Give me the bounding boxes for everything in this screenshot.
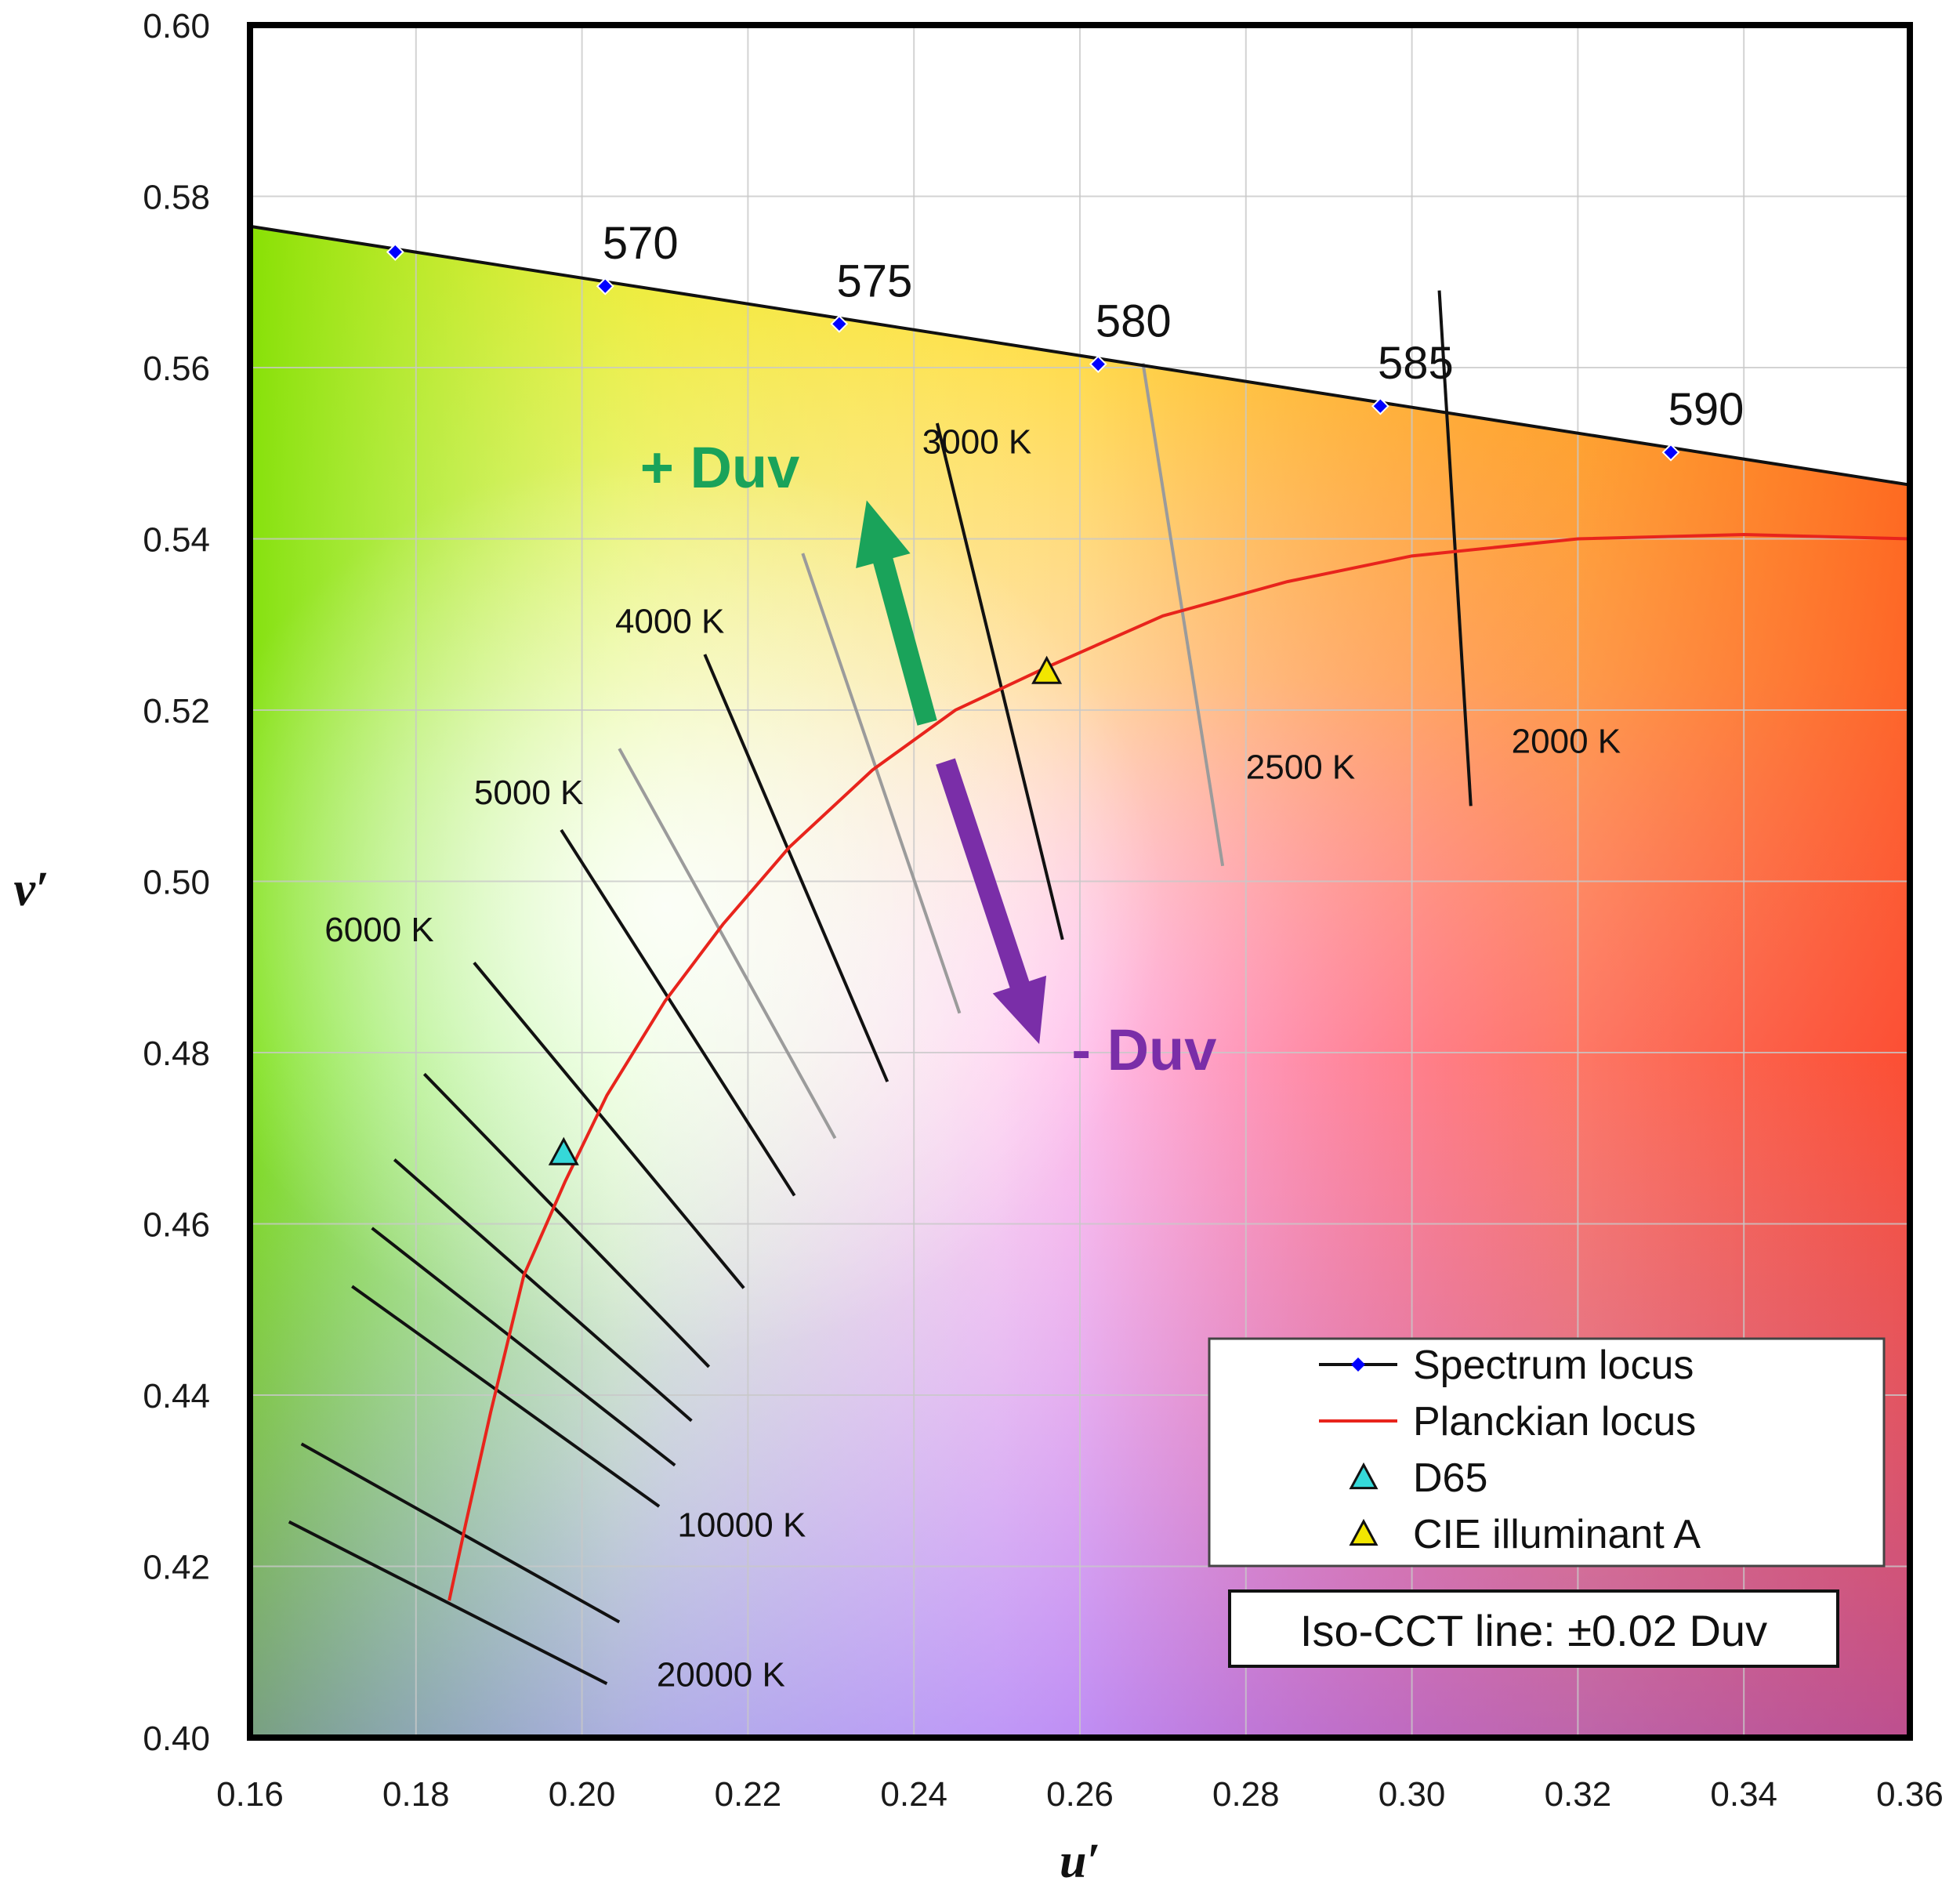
note-box: Iso-CCT line: ±0.02 Duv	[1228, 1589, 1839, 1668]
y-tick-label: 0.42	[143, 1549, 210, 1587]
wavelength-label: 580	[1096, 296, 1172, 347]
spectrum-locus-point	[1661, 443, 1680, 462]
iso-cct-line	[618, 748, 837, 1140]
spectrum-locus-point	[830, 314, 849, 333]
legend-label: CIE illuminant A	[1413, 1512, 1701, 1557]
legend-swatch-dot	[1351, 1357, 1365, 1372]
iso-cct-line	[351, 1285, 661, 1508]
x-tick-label: 0.30	[1379, 1775, 1446, 1814]
tick-labels: 0.16 0.18 0.20 0.22 0.24 0.26 0.28 0.30 0.32 0.34…	[143, 7, 1943, 1814]
x-tick-label: 0.28	[1212, 1775, 1280, 1814]
y-tick-label: 0.56	[143, 350, 210, 388]
y-tick-label: 0.48	[143, 1035, 210, 1073]
wavelength-label: 585	[1378, 338, 1454, 389]
planckian-locus-line	[447, 533, 1911, 1601]
iso-cct-line	[1437, 290, 1473, 806]
legend-label: Planckian locus	[1413, 1399, 1696, 1444]
x-tick-label: 0.18	[382, 1775, 450, 1814]
y-tick-label: 0.58	[143, 179, 210, 217]
illuminant-marker	[1031, 655, 1063, 684]
legend-swatch-triangle	[1349, 1462, 1379, 1490]
y-tick-label: 0.60	[143, 7, 210, 45]
wavelength-label: 570	[603, 218, 679, 269]
x-tick-label: 0.34	[1710, 1775, 1777, 1814]
illuminant-marker	[548, 1136, 579, 1165]
iso-cct-label: 2000 K	[1512, 723, 1621, 761]
y-tick-label: 0.46	[143, 1206, 210, 1245]
iso-cct-label: 10000 K	[677, 1506, 806, 1544]
spectrum-locus-point	[1371, 397, 1389, 415]
plus-duv-arrow	[856, 500, 937, 726]
y-tick-label: 0.54	[143, 521, 210, 560]
legend: Spectrum locus Planckian locus D65 CIE illu…	[1208, 1337, 1886, 1568]
spectrum-locus-point	[1089, 355, 1107, 374]
x-tick-label: 0.20	[549, 1775, 616, 1814]
x-tick-label: 0.36	[1876, 1775, 1944, 1814]
minus-duv-arrow	[936, 758, 1047, 1045]
iso-cct-label: 5000 K	[474, 774, 583, 812]
iso-cct-label: 20000 K	[657, 1655, 785, 1694]
spectrum-locus-point	[386, 243, 404, 261]
illuminant-markers	[548, 655, 1063, 1165]
wavelength-label: 575	[836, 256, 912, 306]
planckian-locus	[447, 533, 1911, 1601]
y-tick-label: 0.44	[143, 1377, 210, 1415]
wavelength-label: 590	[1668, 384, 1744, 435]
note-box-frame	[1228, 1589, 1839, 1668]
plus-duv-label: + Duv	[640, 435, 800, 500]
iso-cct-line	[288, 1520, 608, 1685]
plot-frame	[247, 22, 1913, 1741]
legend-label: D65	[1413, 1455, 1487, 1501]
iso-cct-label: 6000 K	[324, 911, 433, 949]
legend-swatch-triangle	[1349, 1518, 1379, 1546]
spectrum-locus: 570 575 580 585 590	[249, 218, 1911, 487]
x-tick-label: 0.16	[216, 1775, 284, 1814]
iso-cct-line	[300, 1442, 621, 1624]
x-tick-label: 0.24	[880, 1775, 947, 1814]
iso-cct-line	[393, 1158, 693, 1423]
iso-cct-line	[935, 422, 1064, 941]
iso-cct-line	[1141, 363, 1225, 867]
iso-cct-line	[422, 1072, 711, 1368]
iso-cct-label: 2500 K	[1246, 748, 1355, 786]
duv-annotations: + Duv - Duv	[640, 435, 1217, 1082]
iso-cct-label: 4000 K	[615, 603, 724, 641]
legend-label: Spectrum locus	[1413, 1343, 1694, 1388]
x-tick-label: 0.22	[715, 1775, 782, 1814]
y-tick-label: 0.50	[143, 864, 210, 902]
iso-cct-label: 3000 K	[922, 422, 1031, 461]
x-axis-title: u′	[1060, 1835, 1100, 1888]
x-tick-label: 0.32	[1545, 1775, 1612, 1814]
y-axis-title: v′	[14, 863, 49, 916]
iso-cct-line	[560, 828, 796, 1197]
iso-cct-line	[473, 962, 745, 1289]
legend-box	[1208, 1337, 1886, 1568]
x-tick-label: 0.26	[1046, 1775, 1114, 1814]
y-tick-label: 0.52	[143, 692, 210, 730]
iso-cct-line	[703, 654, 889, 1082]
spectrum-locus-point	[596, 277, 614, 295]
iso-cct-line	[371, 1227, 676, 1467]
y-tick-label: 0.40	[143, 1720, 210, 1758]
minus-duv-label: - Duv	[1071, 1017, 1216, 1082]
iso-cct-lines: 2000 K 2500 K 3000 K 4000 K 5000 K 6000 K 1000…	[288, 290, 1621, 1694]
iso-cct-line	[801, 553, 962, 1014]
note-text: Iso-CCT line: ±0.02 Duv	[1300, 1606, 1767, 1655]
spectrum-locus-line	[249, 224, 1911, 487]
plot-border	[247, 22, 1913, 1741]
